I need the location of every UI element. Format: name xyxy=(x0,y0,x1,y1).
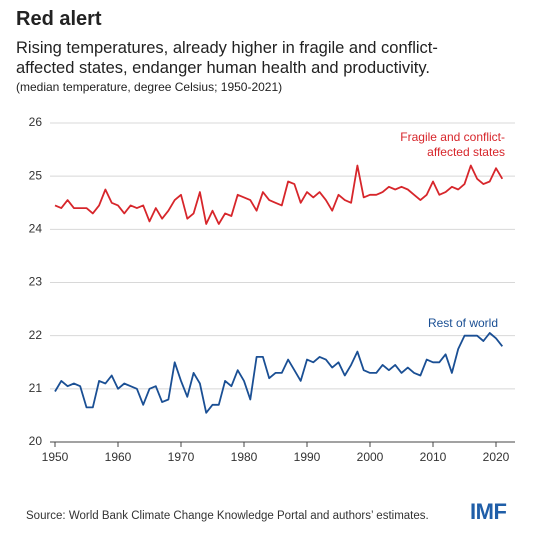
y-tick-label: 21 xyxy=(29,381,43,395)
x-tick-label: 1990 xyxy=(294,450,321,464)
x-tick-label: 2010 xyxy=(420,450,447,464)
x-tick-label: 1980 xyxy=(231,450,258,464)
source: Source: World Bank Climate Change Knowle… xyxy=(26,510,429,522)
y-tick-label: 26 xyxy=(29,115,43,129)
x-tick-label: 2000 xyxy=(357,450,384,464)
y-tick-label: 22 xyxy=(29,328,43,342)
logo: IMF xyxy=(470,499,507,524)
x-tick-label: 1960 xyxy=(105,450,132,464)
x-tick-label: 1970 xyxy=(168,450,195,464)
x-tick-label: 2020 xyxy=(483,450,510,464)
note: (median temperature, degree Celsius; 195… xyxy=(16,80,283,94)
series-label: Fragile and conflict-affected states xyxy=(400,130,505,159)
title: Red alert xyxy=(16,8,102,30)
x-tick-label: 1950 xyxy=(42,450,69,464)
y-tick-label: 25 xyxy=(29,168,43,182)
series-line xyxy=(54,164,504,225)
y-tick-label: 23 xyxy=(29,275,43,289)
y-tick-label: 24 xyxy=(29,222,43,236)
y-tick-label: 20 xyxy=(29,434,43,448)
series-line xyxy=(54,332,504,414)
subtitle: Rising temperatures, already higher in f… xyxy=(16,39,438,77)
series-label: Rest of world xyxy=(427,316,498,330)
